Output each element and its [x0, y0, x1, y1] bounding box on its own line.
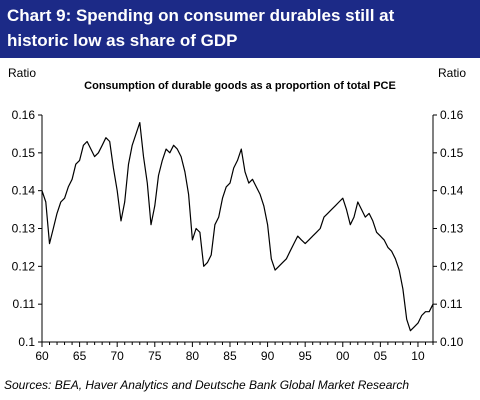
y-tick-label-right: 0.10	[440, 335, 464, 349]
chart-title-line-1: Chart 9: Spending on consumer durables s…	[7, 6, 395, 25]
y-tick-label-right: 0.12	[440, 259, 464, 273]
x-tick-label: 70	[111, 349, 125, 363]
x-tick-label: 85	[223, 349, 237, 363]
y-tick-label-right: 0.11	[440, 297, 463, 311]
sources-note: Sources: BEA, Haver Analytics and Deutsc…	[4, 378, 410, 392]
x-tick-label: 80	[186, 349, 200, 363]
x-tick-label: 95	[298, 349, 312, 363]
chart-subtitle: Consumption of durable goods as a propor…	[84, 80, 396, 92]
y-tick-label-left: 0.15	[12, 146, 36, 160]
y-tick-label-left: 0.14	[12, 184, 36, 198]
chart-area: Ratio Ratio Consumption of durable goods…	[0, 58, 480, 378]
x-tick-label: 60	[35, 349, 49, 363]
y-tick-label-left: 0.1	[18, 335, 35, 349]
line-chart: Ratio Ratio Consumption of durable goods…	[8, 66, 466, 363]
y-tick-label-left: 0.16	[12, 108, 36, 122]
x-tick-label: 05	[374, 349, 388, 363]
y-tick-label-right: 0.16	[440, 108, 464, 122]
y-tick-label-right: 0.14	[440, 184, 464, 198]
x-tick-label: 65	[73, 349, 87, 363]
y-tick-label-left: 0.12	[12, 259, 36, 273]
axes: 0.1 0.10 0.11 0.11 0.12 0.12 0.13 0.13 0.14 0.14 0…	[12, 108, 464, 363]
y-tick-label-right: 0.15	[440, 146, 464, 160]
y-tick-label-right: 0.13	[440, 222, 464, 236]
x-tick-label: 90	[261, 349, 275, 363]
x-tick-label: 10	[411, 349, 425, 363]
x-tick-label: 00	[336, 349, 350, 363]
chart-header: Chart 9: Spending on consumer durables s…	[0, 0, 480, 58]
y-tick-label-left: 0.11	[13, 297, 36, 311]
y-axis-label-left: Ratio	[8, 66, 36, 80]
plot-area	[41, 121, 434, 332]
y-tick-label-left: 0.13	[12, 222, 36, 236]
chart-title-line-2: historic low as share of GDP	[7, 31, 238, 50]
x-tick-label: 75	[148, 349, 162, 363]
series-line	[41, 121, 434, 332]
y-axis-label-right: Ratio	[438, 66, 466, 80]
